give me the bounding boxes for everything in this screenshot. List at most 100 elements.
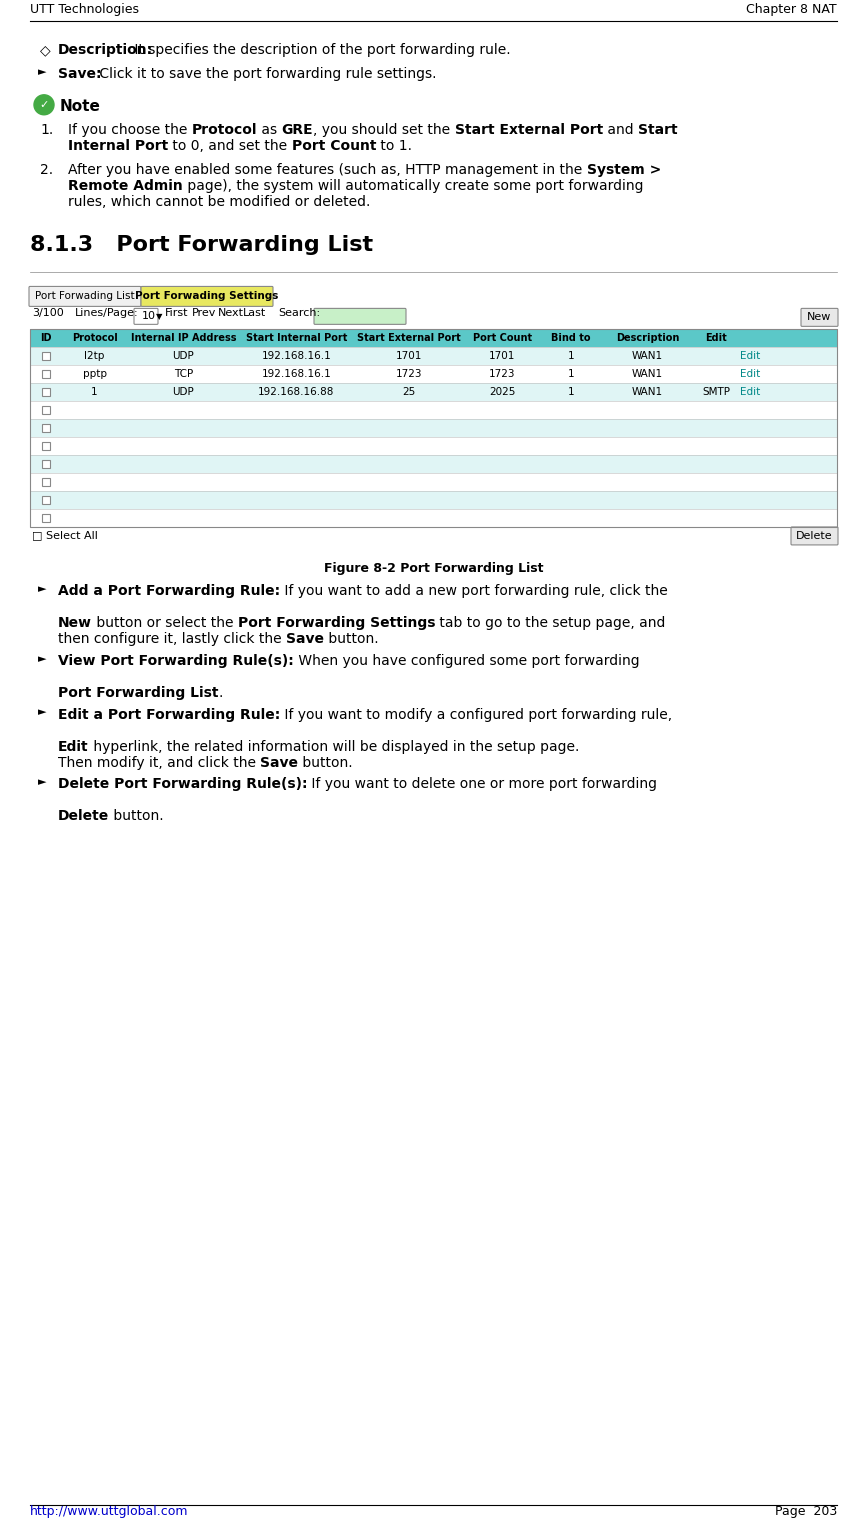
Text: Add a Port Forwarding Rule:: Add a Port Forwarding Rule: — [58, 583, 280, 599]
Bar — [30, 419, 837, 437]
FancyBboxPatch shape — [314, 308, 406, 324]
Bar — [30, 490, 837, 509]
Bar — [42, 407, 50, 414]
Text: Edit: Edit — [58, 740, 88, 754]
Bar — [30, 490, 837, 509]
Text: ◇: ◇ — [40, 43, 50, 56]
Text: Edit: Edit — [740, 369, 760, 379]
Bar — [42, 478, 50, 486]
Text: Description: Description — [616, 334, 679, 343]
Text: ►: ► — [38, 708, 47, 717]
Text: 1: 1 — [567, 352, 574, 361]
Text: 1.: 1. — [40, 123, 53, 137]
Text: Edit: Edit — [740, 352, 760, 361]
Text: Figure 8-2 Port Forwarding List: Figure 8-2 Port Forwarding List — [323, 562, 544, 574]
Text: Description:: Description: — [58, 43, 153, 56]
Bar — [30, 366, 837, 384]
Bar — [30, 419, 837, 437]
Text: to 1.: to 1. — [376, 139, 412, 152]
Text: and: and — [603, 123, 638, 137]
Text: 3/100: 3/100 — [32, 308, 64, 318]
Text: Chapter 8 NAT: Chapter 8 NAT — [746, 3, 837, 15]
Bar — [42, 460, 50, 468]
Text: Edit a Port Forwarding Rule:: Edit a Port Forwarding Rule: — [58, 708, 280, 722]
Bar — [30, 329, 837, 347]
Text: as: as — [257, 123, 282, 137]
Text: Then modify it, and click the: Then modify it, and click the — [58, 755, 260, 769]
Text: button or select the: button or select the — [92, 615, 238, 631]
Text: Start: Start — [638, 123, 678, 137]
Text: Note: Note — [60, 99, 101, 114]
Text: 192.168.16.88: 192.168.16.88 — [258, 387, 335, 398]
Bar — [30, 347, 837, 366]
Bar — [30, 509, 837, 527]
Text: GRE: GRE — [282, 123, 313, 137]
FancyBboxPatch shape — [134, 308, 158, 324]
Text: Edit: Edit — [705, 334, 727, 343]
Text: 8.1.3   Port Forwarding List: 8.1.3 Port Forwarding List — [30, 235, 373, 254]
Text: New: New — [807, 312, 831, 323]
Text: New: New — [58, 615, 92, 631]
Bar — [42, 496, 50, 504]
Text: Prev: Prev — [192, 308, 217, 318]
Text: Search:: Search: — [278, 308, 320, 318]
Text: TCP: TCP — [173, 369, 193, 379]
Text: 192.168.16.1: 192.168.16.1 — [262, 352, 331, 361]
Bar — [30, 474, 837, 490]
Text: 1: 1 — [567, 369, 574, 379]
Bar — [30, 384, 837, 401]
Text: button.: button. — [109, 809, 164, 824]
Text: System >: System > — [587, 163, 661, 177]
Text: First: First — [165, 308, 188, 318]
Text: □ Select All: □ Select All — [32, 530, 98, 541]
Text: 1: 1 — [567, 387, 574, 398]
Text: Protocol: Protocol — [72, 334, 117, 343]
Text: ✓: ✓ — [39, 101, 49, 110]
Text: Next: Next — [218, 308, 244, 318]
Text: WAN1: WAN1 — [632, 352, 663, 361]
Text: ►: ► — [38, 67, 47, 76]
Text: ID: ID — [41, 334, 52, 343]
Bar — [30, 401, 837, 419]
Text: Protocol: Protocol — [192, 123, 257, 137]
Text: 10: 10 — [142, 311, 156, 321]
Text: Save:: Save: — [58, 67, 101, 81]
Text: Delete: Delete — [58, 809, 109, 824]
Bar — [30, 366, 837, 384]
Bar — [42, 513, 50, 522]
Bar — [30, 437, 837, 455]
Text: 1723: 1723 — [396, 369, 422, 379]
Text: tab to go to the setup page, and: tab to go to the setup page, and — [435, 615, 666, 631]
Text: Bind to: Bind to — [551, 334, 590, 343]
Text: WAN1: WAN1 — [632, 369, 663, 379]
Text: ►: ► — [38, 777, 47, 787]
Bar — [30, 329, 837, 347]
Text: rules, which cannot be modified or deleted.: rules, which cannot be modified or delet… — [68, 195, 370, 209]
FancyBboxPatch shape — [29, 286, 141, 306]
FancyBboxPatch shape — [141, 286, 273, 306]
FancyBboxPatch shape — [801, 308, 838, 326]
Text: Click it to save the port forwarding rule settings.: Click it to save the port forwarding rul… — [95, 67, 436, 81]
Bar — [30, 455, 837, 474]
Text: If you choose the: If you choose the — [68, 123, 192, 137]
Bar — [30, 347, 837, 366]
Text: Internal Port: Internal Port — [68, 139, 168, 152]
Bar — [30, 401, 837, 419]
Text: pptp: pptp — [82, 369, 107, 379]
Text: Start External Port: Start External Port — [455, 123, 603, 137]
Text: to 0, and set the: to 0, and set the — [168, 139, 292, 152]
Text: 2.: 2. — [40, 163, 53, 177]
Text: Port Forwading List: Port Forwading List — [36, 291, 134, 302]
Text: page), the system will automatically create some port forwarding: page), the system will automatically cre… — [183, 178, 643, 192]
Text: 1: 1 — [91, 387, 98, 398]
Text: Page  203: Page 203 — [775, 1505, 837, 1518]
Text: Delete Port Forwarding Rule(s):: Delete Port Forwarding Rule(s): — [58, 777, 308, 792]
Text: After you have enabled some features (such as, HTTP management in the: After you have enabled some features (su… — [68, 163, 587, 177]
Text: Remote Admin: Remote Admin — [68, 178, 183, 192]
Text: If you want to delete one or more port forwarding: If you want to delete one or more port f… — [308, 777, 657, 792]
Text: If you want to add a new port forwarding rule, click the: If you want to add a new port forwarding… — [280, 583, 668, 599]
Text: WAN1: WAN1 — [632, 387, 663, 398]
Text: 1723: 1723 — [489, 369, 515, 379]
Text: ►: ► — [38, 653, 47, 664]
Bar — [30, 437, 837, 455]
